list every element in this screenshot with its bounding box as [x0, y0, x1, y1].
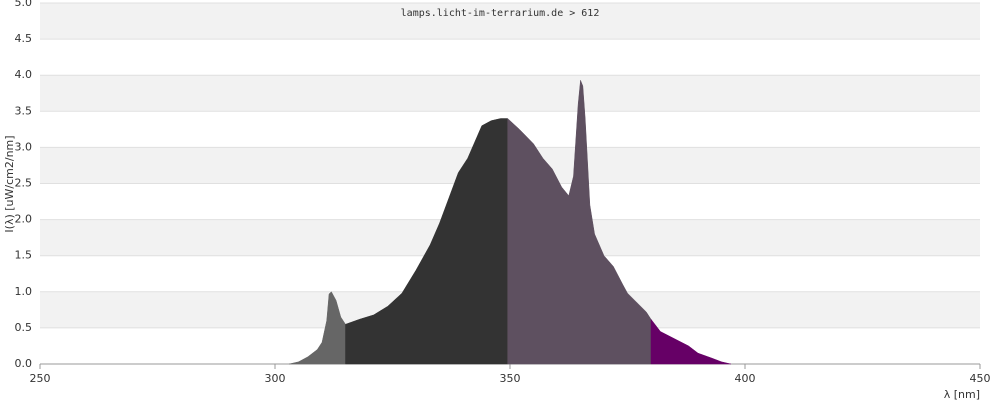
- x-tick-label: 350: [500, 372, 521, 385]
- y-tick-label: 1.0: [15, 285, 33, 298]
- y-axis-label: I(λ) [uW/cm2/nm]: [3, 135, 16, 232]
- x-tick-label: 400: [735, 372, 756, 385]
- y-tick-label: 4.5: [15, 32, 33, 45]
- y-tick-label: 5.0: [15, 0, 33, 9]
- x-axis-label: λ [nm]: [944, 388, 980, 400]
- x-tick-label: 250: [30, 372, 51, 385]
- x-tick-label: 300: [265, 372, 286, 385]
- area: [650, 318, 731, 365]
- y-tick-label: 1.5: [15, 249, 33, 262]
- y-tick-label: 3.5: [15, 104, 33, 117]
- y-tick-label: 2.0: [15, 213, 33, 226]
- area: [507, 80, 652, 365]
- grid-band: [40, 75, 980, 112]
- y-tick-label: 3.0: [15, 140, 33, 153]
- grid-band: [40, 3, 980, 40]
- y-tick-label: 4.0: [15, 68, 33, 81]
- y-tick-label: 2.5: [15, 177, 33, 190]
- y-tick-label: 0.5: [15, 321, 33, 334]
- chart-title: lamps.licht-im-terrarium.de > 612: [401, 8, 600, 19]
- y-tick-label: 0.0: [15, 357, 33, 370]
- x-tick-label: 450: [970, 372, 991, 385]
- area: [345, 118, 508, 365]
